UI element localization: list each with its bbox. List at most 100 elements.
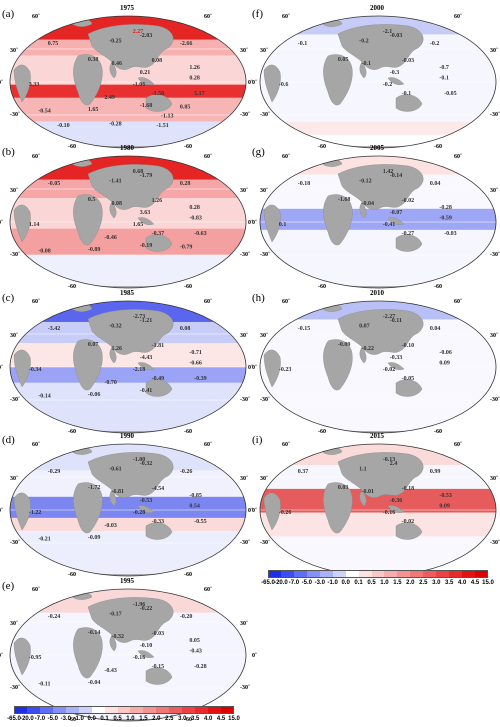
lat-label-right: 60˚: [204, 153, 212, 160]
band-value-label: 0.37: [298, 469, 309, 475]
band-value-label: -0.08: [38, 248, 51, 254]
band-value-label: -1.00: [133, 457, 146, 463]
lat-label-left: -60: [318, 144, 326, 150]
landmass: [73, 54, 103, 106]
lat-label-left: 30˚: [10, 620, 18, 627]
colorbar-swatch: [410, 570, 424, 578]
band-value-label: 0.08: [180, 326, 191, 332]
colorbar-tick-label: -65.0: [261, 580, 275, 586]
mollweide-map: 60˚60˚30˚30˚0˚0˚-30˚-30˚-60-600.68-0.05-…: [0, 153, 257, 290]
ocean-band: [260, 121, 496, 135]
band-value-label: -0.05: [48, 181, 61, 187]
panel-year-title: 2005: [370, 144, 384, 152]
colorbar-swatch: [52, 706, 67, 714]
landmass: [263, 349, 281, 388]
band-value-label: -0.28: [439, 205, 452, 211]
lat-label-right: 30˚: [490, 475, 498, 482]
lat-label-left: -60: [318, 284, 326, 290]
colorbar-swatch: [358, 570, 373, 578]
band-value-label: -0.16: [133, 655, 146, 661]
band-value-label: -0.55: [194, 519, 207, 525]
landmass: [323, 339, 353, 391]
panel-year-title: 1995: [120, 577, 134, 585]
band-value-label: 5.17: [194, 91, 205, 97]
ocean-band: [260, 488, 496, 513]
band-value-label: -0.2: [359, 38, 369, 44]
landmass: [137, 77, 155, 85]
ocean-band: [10, 97, 246, 122]
band-value-label: -0.09: [338, 342, 351, 348]
landmass: [73, 194, 103, 246]
ocean-band: [10, 84, 246, 98]
band-value-label: -0.54: [38, 108, 51, 114]
colorbar-swatch: [306, 570, 321, 578]
colorbar-tick-label: 15.0: [228, 716, 240, 722]
landmass: [323, 482, 353, 534]
colorbar-tick-label: -5.0: [301, 580, 312, 586]
colorbar-swatch: [332, 570, 347, 578]
band-value-label: -1.96: [133, 602, 146, 608]
landmass: [263, 492, 281, 531]
band-value-label: -0.70: [104, 380, 117, 386]
colorbar-tick-label: 4.5: [216, 716, 226, 722]
band-value-label: -2.66: [180, 41, 193, 47]
colorbar-swatch: [221, 706, 235, 714]
lat-label-right: -30˚: [490, 539, 500, 546]
landmass: [109, 489, 117, 507]
landmass: [323, 54, 353, 106]
colorbar-tick-label: 1.5: [139, 716, 148, 722]
band-value-label: -2.1: [383, 29, 393, 35]
landmass: [109, 634, 117, 652]
colorbar-tick-label: 0.5: [367, 580, 376, 586]
lat-label-right: -30˚: [490, 251, 500, 258]
band-value-label: 3.33: [29, 82, 39, 88]
ocean-band: [260, 512, 496, 537]
landmass: [13, 349, 31, 388]
band-value-label: -0.23: [279, 367, 292, 373]
band-value-label: 0.68: [133, 169, 144, 175]
map-outline: [259, 300, 497, 434]
band-value-label: -0.14: [88, 630, 101, 636]
lat-label-right: 0˚: [252, 652, 257, 659]
band-value-label: 0.05: [338, 57, 349, 63]
colorbar-tick-label: -20.0: [20, 716, 34, 722]
colorbar-swatch: [143, 706, 157, 714]
band-value-label: -0.09: [88, 535, 101, 541]
lat-label-right: 60˚: [204, 298, 212, 305]
colorbar-swatch: [475, 570, 489, 578]
band-value-label: -0.85: [189, 493, 202, 499]
colorbar-swatch: [14, 706, 28, 714]
colorbar-swatch: [280, 570, 295, 578]
continents: [263, 302, 459, 433]
colorbar-swatch: [345, 570, 360, 578]
lat-label-left: 30˚: [10, 187, 18, 194]
landmass: [145, 234, 173, 252]
band-value-label: -2.18: [133, 367, 146, 373]
band-value-label: -0.20: [180, 614, 193, 620]
panel-year-title: 2010: [370, 289, 384, 297]
lat-label-right: -30˚: [490, 396, 500, 403]
landmass: [137, 362, 155, 370]
lat-label-right: -30˚: [240, 111, 250, 118]
landmass: [359, 61, 367, 79]
colorbar-tick-label: 2.0: [406, 580, 415, 586]
band-value-label: -0.13: [383, 457, 396, 463]
band-value-label: 1.26: [111, 346, 122, 352]
colorbar-tick-label: 1.5: [393, 580, 402, 586]
lat-label-right: 30˚: [240, 475, 248, 482]
landmass: [73, 482, 103, 534]
band-value-label: -0.3: [390, 70, 400, 76]
landmass: [263, 64, 281, 103]
band-value-label: -0.16: [383, 510, 396, 516]
landmass: [145, 379, 173, 397]
lat-label-right: -60: [434, 144, 442, 150]
band-value-label: -0.83: [189, 215, 202, 221]
landmass: [73, 627, 103, 679]
colorbar-swatch: [65, 706, 80, 714]
landmass: [395, 234, 423, 252]
lat-label-right: -60: [434, 284, 442, 290]
lat-label-right: -60: [184, 717, 192, 723]
band-value-label: 1.65: [88, 107, 99, 113]
band-value-label: -0.46: [104, 235, 117, 241]
mollweide-map: 60˚60˚30˚30˚0˚0˚-30˚-30˚-60-60-1.00-0.29…: [0, 441, 257, 578]
